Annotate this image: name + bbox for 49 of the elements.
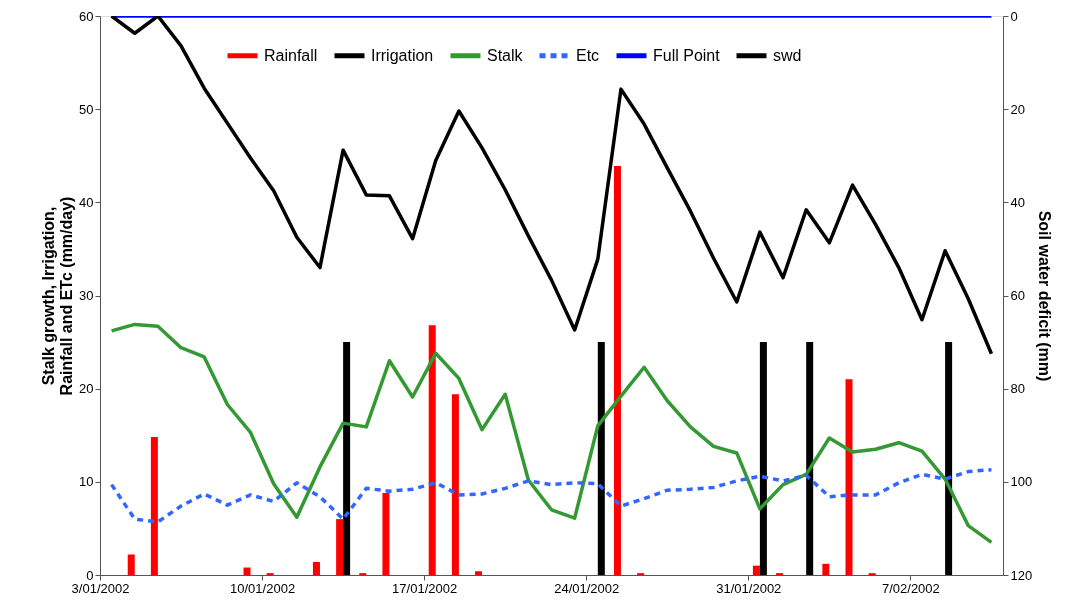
y-tick-label: 60 [79, 8, 94, 24]
line-series [109, 467, 994, 524]
bar [382, 493, 390, 575]
x-tick-label: 10/01/2002 [230, 580, 296, 596]
y2-axis-title: Soil water deficit (mm) [1036, 210, 1054, 382]
y-axis-title: Stalk growth, Irrigation, Rainfall and ETc (mm/day) [40, 196, 76, 396]
y2-tick-label: 120 [1010, 567, 1033, 583]
y2-tick-label: 60 [1010, 288, 1025, 303]
legend-label: swd [773, 46, 802, 64]
x-tick-label: 24/01/2002 [554, 580, 620, 596]
y-tick-label: 40 [79, 194, 94, 210]
bar [759, 342, 767, 575]
y-tick-label: 20 [79, 381, 94, 397]
x-tick-label: 3/01/2002 [71, 580, 130, 596]
bar [150, 437, 158, 575]
bar [451, 394, 459, 575]
bar [806, 342, 814, 575]
y-tick-label: 10 [79, 474, 94, 490]
bar [752, 565, 760, 575]
x-tick-label: 17/01/2002 [392, 580, 458, 596]
y2-tick-label: 40 [1010, 194, 1025, 210]
legend-label: Rainfall [264, 46, 318, 64]
y2-tick-label: 100 [1010, 474, 1033, 490]
bar [945, 342, 953, 575]
y2-tick-label: 80 [1010, 381, 1025, 397]
x-tick-label: 7/02/2002 [881, 580, 940, 596]
bar [613, 166, 621, 575]
bar [243, 567, 251, 575]
legend-label: Etc [576, 46, 600, 64]
bar [336, 519, 344, 575]
legend-label: Full Point [653, 46, 721, 64]
y-tick-label: 30 [79, 288, 94, 303]
line-series [109, 16, 994, 356]
x-tick-label: 31/01/2002 [716, 580, 782, 596]
bar [822, 563, 830, 575]
legend-label: Stalk [487, 46, 524, 64]
y-tick-label: 0 [86, 567, 94, 583]
legend-label: Irrigation [371, 46, 434, 64]
y2-tick-label: 0 [1010, 8, 1018, 24]
bar [343, 342, 351, 575]
bar [428, 325, 436, 575]
bar [475, 571, 483, 575]
line-series [109, 322, 994, 545]
bar [312, 561, 320, 575]
y2-tick-label: 20 [1010, 101, 1025, 117]
bar [597, 342, 605, 575]
bar [845, 379, 853, 575]
y-tick-label: 50 [79, 101, 94, 117]
bar [127, 554, 135, 575]
